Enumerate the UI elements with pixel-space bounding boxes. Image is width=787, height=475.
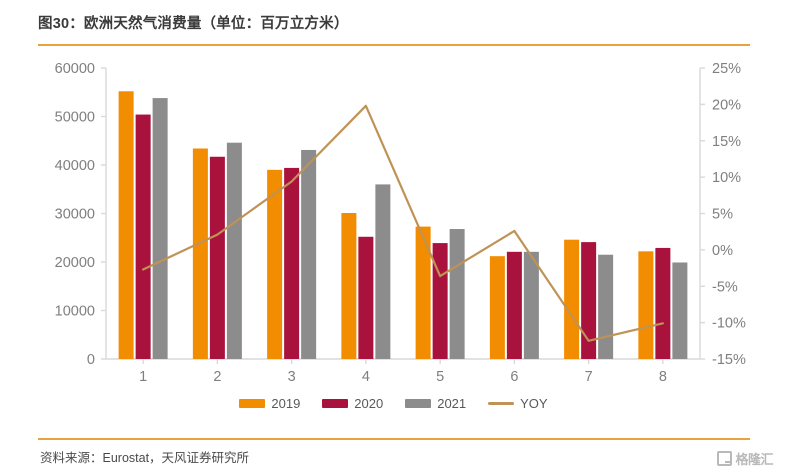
bar-2020-1 <box>135 114 151 359</box>
bar-2021-8 <box>672 262 688 359</box>
x-axis-tick-label: 7 <box>585 369 593 385</box>
x-axis-tick-label: 1 <box>139 369 147 385</box>
bar-2021-4 <box>375 184 391 359</box>
y-axis-right-tick-label: -10% <box>712 316 746 332</box>
bar-2021-6 <box>523 251 539 359</box>
bar-2020-5 <box>432 243 448 359</box>
y-axis-left-tick-label: 30000 <box>55 207 95 223</box>
y-axis-right-tick-label: -5% <box>712 279 738 295</box>
x-axis-tick-label: 6 <box>510 369 518 385</box>
title-block: 图30：欧洲天然气消费量（单位：百万立方米） <box>38 14 750 44</box>
title-divider <box>38 44 750 46</box>
gelonghui-logo-icon <box>717 451 733 466</box>
legend-swatch-2020 <box>322 399 349 408</box>
legend-swatch-2021 <box>405 399 432 408</box>
x-axis-tick-label: 8 <box>659 369 667 385</box>
y-axis-left-tick-label: 20000 <box>55 255 95 271</box>
y-axis-left-tick-label: 40000 <box>55 158 95 174</box>
bar-2019-7 <box>564 239 580 359</box>
legend-swatch-YOY <box>488 402 515 405</box>
watermark-text: 格隆汇 <box>735 452 773 467</box>
bar-2021-2 <box>226 142 242 359</box>
bar-2021-3 <box>301 149 317 359</box>
legend-label-YOY: YOY <box>520 396 548 411</box>
bar-2019-8 <box>638 251 654 359</box>
footer-divider <box>38 438 750 440</box>
bar-2019-5 <box>415 226 431 359</box>
bar-2020-3 <box>284 167 300 359</box>
legend-item-2020[interactable]: 2020 <box>322 396 383 411</box>
bar-2019-6 <box>489 256 505 359</box>
y-axis-right-tick-label: 15% <box>712 134 741 150</box>
page-title: 图30：欧洲天然气消费量（单位：百万立方米） <box>38 16 349 32</box>
y-axis-right-tick-label: 20% <box>712 97 741 113</box>
legend-label-2021: 2021 <box>437 396 467 411</box>
y-axis-left-tick-label: 0 <box>87 352 95 368</box>
source-note: 资料来源：Eurostat，天风证券研究所 <box>40 451 250 465</box>
bar-2020-4 <box>358 236 374 359</box>
legend-label-2020: 2020 <box>354 396 384 411</box>
bar-2020-7 <box>581 242 597 359</box>
y-axis-left-tick-label: 10000 <box>55 304 95 320</box>
x-axis-tick-label: 3 <box>288 369 296 385</box>
y-axis-right-tick-label: 5% <box>712 207 733 223</box>
chart-legend: 2019 2020 2021 YOY <box>0 396 787 411</box>
y-axis-right-tick-label: 0% <box>712 243 733 259</box>
legend-swatch-2019 <box>239 399 266 408</box>
y-axis-left-tick-label: 60000 <box>55 61 95 77</box>
bar-2021-7 <box>598 254 614 359</box>
bar-2020-8 <box>655 247 671 359</box>
legend-item-2021[interactable]: 2021 <box>405 396 466 411</box>
x-axis-tick-label: 4 <box>362 369 370 385</box>
y-axis-right-tick-label: 10% <box>712 170 741 186</box>
bar-2019-3 <box>267 169 283 359</box>
y-axis-left-tick-label: 50000 <box>55 110 95 126</box>
bar-2019-2 <box>192 148 208 359</box>
bar-2021-1 <box>152 98 168 359</box>
bar-2019-4 <box>341 213 357 359</box>
x-axis-tick-label: 2 <box>213 369 221 385</box>
line-series-YOY <box>142 104 664 342</box>
y-axis-right-tick-label: 25% <box>712 61 741 77</box>
legend-item-YOY[interactable]: YOY <box>488 396 548 411</box>
bar-2021-5 <box>449 229 465 359</box>
legend-label-2019: 2019 <box>271 396 301 411</box>
bar-2020-6 <box>506 251 522 359</box>
y-axis-right-tick-label: -15% <box>712 352 746 368</box>
x-axis-tick-label: 5 <box>436 369 444 385</box>
legend-item-2019[interactable]: 2019 <box>239 396 300 411</box>
watermark: 格隆汇 <box>717 449 773 468</box>
bar-2019-1 <box>118 91 134 359</box>
bar-2020-2 <box>209 156 225 359</box>
